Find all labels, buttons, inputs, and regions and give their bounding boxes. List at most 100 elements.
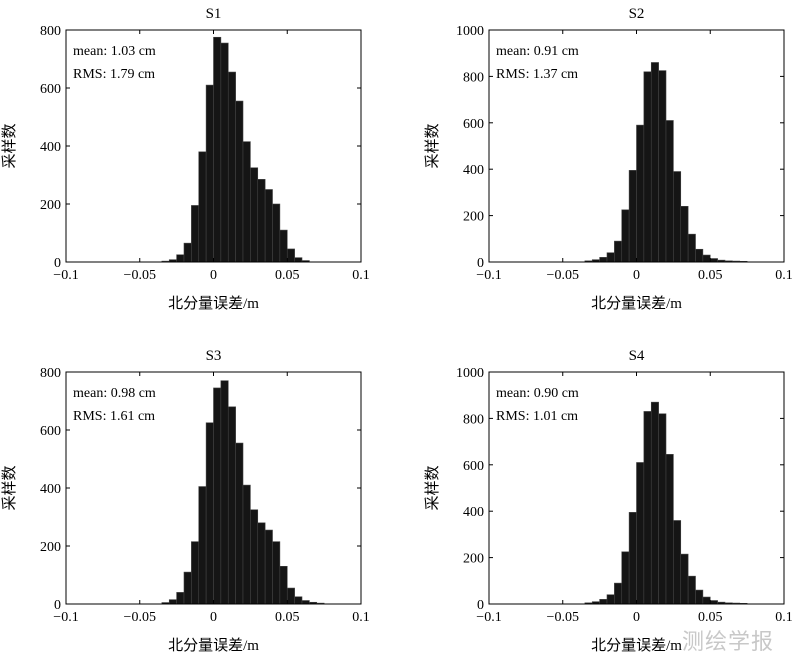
y-tick-label: 600: [40, 82, 61, 97]
histogram-bar: [606, 252, 615, 263]
histogram-bar: [205, 422, 214, 605]
histogram-bar: [665, 120, 674, 263]
x-tick-label: 0.05: [698, 268, 723, 283]
histogram-bar: [628, 512, 637, 605]
histogram-bar: [673, 171, 682, 263]
histogram-bar: [220, 42, 229, 263]
y-axis-label: 采样数: [424, 123, 441, 168]
y-tick-label: 200: [463, 552, 484, 567]
x-tick-label: 0: [210, 610, 217, 625]
y-tick-label: 200: [463, 210, 484, 225]
histogram-bar: [242, 484, 251, 605]
chart-title: S2: [629, 6, 645, 22]
x-axis-label: 北分量误差/m: [591, 637, 682, 654]
x-axis-label: 北分量误差/m: [168, 637, 259, 654]
y-tick-label: 400: [40, 482, 61, 497]
histogram-panel-s4: −0.1 −0.05 0 0.05 0.1 0 200 400 600 800 1000 S4 北分量误…: [424, 348, 793, 654]
histogram-bar: [257, 522, 266, 605]
histogram-bar: [636, 124, 645, 263]
histogram-bar: [606, 594, 615, 605]
histogram-bar: [242, 141, 251, 263]
chart-title: S4: [629, 348, 645, 364]
y-tick-label: 200: [40, 198, 61, 213]
histogram-bar: [695, 589, 704, 605]
histogram-panel-s2: −0.1 −0.05 0 0.05 0.1 0 200 400 600 800 1000 S2 北分量误…: [424, 6, 793, 312]
histogram-bar: [599, 599, 608, 605]
histogram-bar: [227, 406, 236, 605]
rms-annotation: RMS: 1.79 cm: [73, 67, 155, 82]
y-tick-label: 400: [40, 140, 61, 155]
y-tick-label: 1000: [456, 24, 484, 39]
histogram-bar: [183, 242, 192, 263]
histogram-bar: [650, 401, 659, 605]
histogram-bar: [220, 380, 229, 605]
y-axis-label: 采样数: [424, 465, 441, 510]
histogram-bar: [658, 70, 667, 263]
histogram-bar: [183, 571, 192, 605]
y-tick-label: 0: [54, 598, 61, 613]
y-tick-label: 600: [463, 459, 484, 474]
histogram-bar: [628, 170, 637, 263]
histogram-bar: [264, 529, 273, 605]
histogram-bar: [301, 600, 310, 605]
histogram-bar: [176, 254, 185, 263]
x-tick-label: 0.1: [352, 268, 370, 283]
x-tick-label: 0.1: [775, 268, 793, 283]
histogram-bar: [709, 258, 718, 263]
x-tick-label: 0.1: [352, 610, 370, 625]
y-tick-label: 600: [40, 424, 61, 439]
y-axis-label: 采样数: [1, 465, 18, 510]
histogram-bar: [680, 553, 689, 605]
x-tick-label: 0.05: [698, 610, 723, 625]
y-tick-label: 400: [463, 505, 484, 520]
x-tick-label: −0.05: [124, 268, 156, 283]
y-axis-label: 采样数: [1, 123, 18, 168]
histogram-bar: [191, 541, 200, 605]
histogram-bar: [665, 454, 674, 605]
histogram-bar: [235, 442, 244, 605]
histogram-bar: [614, 582, 623, 605]
histogram-bar: [599, 257, 608, 263]
histogram-bar: [227, 71, 236, 263]
histogram-bar: [213, 387, 222, 605]
mean-annotation: mean: 0.98 cm: [73, 386, 156, 401]
rms-annotation: RMS: 1.61 cm: [73, 409, 155, 424]
x-tick-label: 0: [633, 268, 640, 283]
histogram-bar: [695, 248, 704, 263]
histogram-bar: [279, 229, 288, 263]
x-tick-label: −0.05: [124, 610, 156, 625]
y-tick-label: 0: [477, 598, 484, 613]
histogram-bar: [636, 462, 645, 605]
histogram-bar: [702, 596, 711, 605]
histogram-bar: [709, 600, 718, 605]
x-tick-label: 0: [210, 268, 217, 283]
mean-annotation: mean: 0.90 cm: [496, 386, 579, 401]
histogram-bar: [250, 509, 259, 605]
histogram-bar: [205, 84, 214, 263]
histogram-bar: [198, 151, 207, 263]
histogram-bar: [272, 203, 281, 263]
x-tick-label: 0: [633, 610, 640, 625]
histogram-bar: [235, 100, 244, 263]
histogram-bar: [643, 71, 652, 263]
histogram-bar: [213, 36, 222, 263]
histogram-bar: [680, 206, 689, 263]
histogram-bar: [673, 520, 682, 605]
histogram-bar: [643, 411, 652, 605]
histogram-bar: [198, 486, 207, 605]
histogram-bar: [650, 62, 659, 263]
x-tick-label: −0.1: [53, 268, 78, 283]
x-tick-label: −0.1: [53, 610, 78, 625]
histogram-bar: [286, 587, 295, 605]
histogram-bar: [614, 240, 623, 263]
x-tick-label: −0.1: [476, 610, 501, 625]
x-tick-label: 0.1: [775, 610, 793, 625]
histogram-bar: [176, 592, 185, 605]
histogram-bar: [687, 575, 696, 605]
y-tick-label: 800: [40, 24, 61, 39]
histogram-bar: [621, 551, 630, 605]
y-tick-label: 0: [477, 256, 484, 271]
x-axis-label: 北分量误差/m: [591, 295, 682, 312]
histogram-panel-s3: −0.1 −0.05 0 0.05 0.1 0 200 400 600 800 S3 北分量误差/m 采…: [1, 348, 370, 654]
x-tick-label: 0.05: [275, 268, 300, 283]
